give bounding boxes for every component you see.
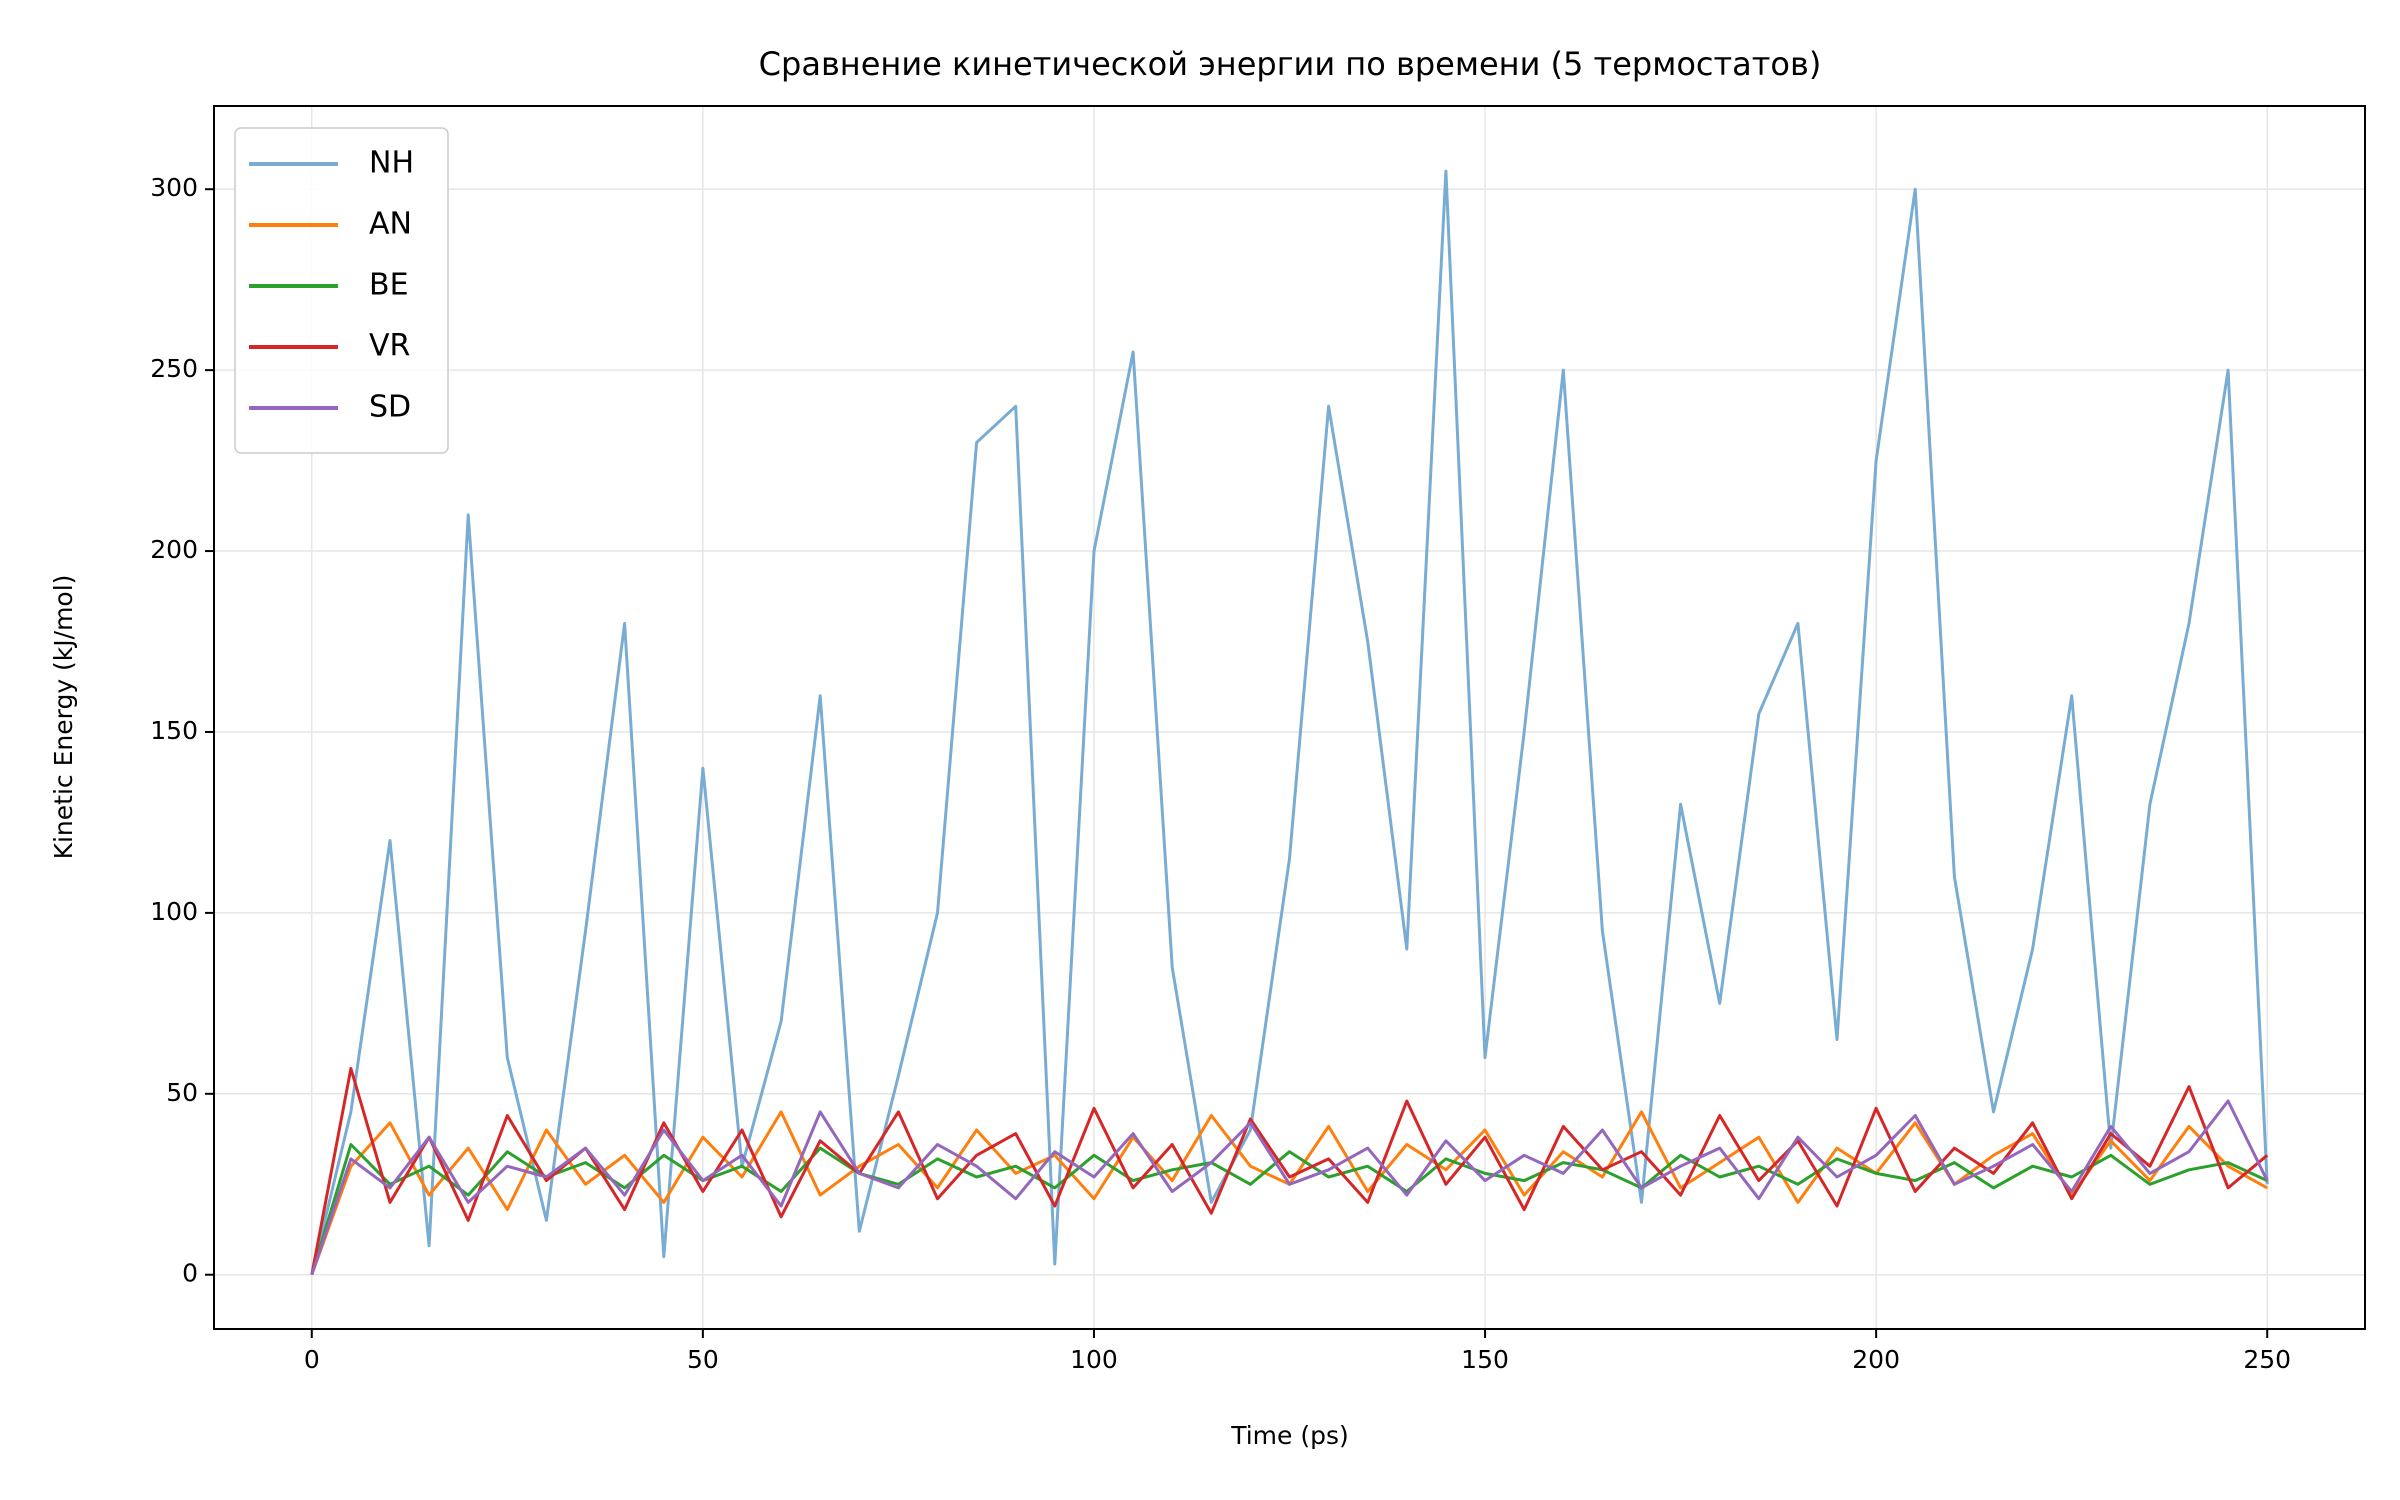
grid <box>214 106 2365 1329</box>
y-tick-label: 200 <box>150 535 198 564</box>
y-tick-label: 150 <box>150 716 198 745</box>
legend-label: NH <box>369 146 414 181</box>
y-tick-label: 100 <box>150 897 198 926</box>
x-tick-label: 100 <box>1070 1345 1118 1374</box>
plot-frame <box>213 105 2366 1330</box>
x-tick-label: 250 <box>2243 1345 2291 1374</box>
lines <box>310 169 2269 1276</box>
x-tick-label: 200 <box>1852 1345 1900 1374</box>
y-tick-label: 300 <box>150 173 198 202</box>
y-tick-label: 0 <box>182 1259 198 1288</box>
x-axis-label: Time (ps) <box>1230 1421 1349 1450</box>
legend-label: VR <box>369 329 410 364</box>
y-tick-label: 50 <box>166 1078 198 1107</box>
legend-label: SD <box>369 390 411 425</box>
series-line <box>310 1099 2269 1276</box>
legend-label: AN <box>369 207 412 242</box>
legend: NH AN BE VR SD <box>234 127 449 454</box>
series-line <box>310 169 2269 1276</box>
y-axis-label: Kinetic Energy (kJ/mol) <box>49 575 78 860</box>
legend-box <box>234 127 449 454</box>
y-tick-label: 250 <box>150 354 198 383</box>
series-line <box>310 1143 2268 1276</box>
x-tick-label: 50 <box>687 1345 719 1374</box>
x-tick-label: 150 <box>1461 1345 1509 1374</box>
chart-title: Сравнение кинетической энергии по времен… <box>759 45 1822 83</box>
x-tick-label: 0 <box>304 1345 320 1374</box>
axes: 0 50 100 150 200 250 0 50 100 150 200 250 300 <box>150 173 2291 1374</box>
series-line <box>310 1110 2268 1276</box>
legend-label: BE <box>369 268 409 303</box>
